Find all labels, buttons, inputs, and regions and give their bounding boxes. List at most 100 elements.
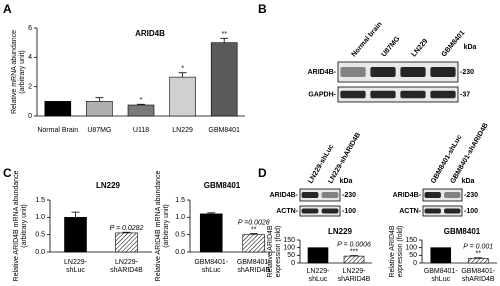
blot-band: [321, 192, 339, 198]
marker-label: -37: [460, 91, 470, 98]
lane-label: LN229: [411, 38, 430, 59]
marker-label: -230: [464, 192, 478, 199]
y-tick-label: 50: [409, 252, 417, 259]
panel-label: B: [258, 2, 267, 16]
y-tick-label: 0.5: [175, 232, 185, 239]
marker-label: -100: [342, 208, 356, 215]
y-axis-label: expression (fold): [275, 226, 282, 278]
row-label: GAPDH-: [308, 91, 336, 98]
annotation: **: [476, 251, 482, 258]
bar: [343, 255, 365, 264]
y-tick-label: 150: [283, 237, 295, 244]
row-label: ARID4B-: [393, 192, 422, 199]
x-tick-label: GBM8401-shLuc: [194, 259, 229, 274]
blot-frame: [337, 61, 459, 83]
bar: [169, 76, 196, 117]
row-label: ACTN-: [276, 208, 298, 215]
blot-frame: [337, 86, 459, 103]
annotation: *: [181, 66, 184, 73]
y-axis-label: Relative ARID4B: [389, 225, 396, 277]
lane-label: U87MG: [381, 35, 402, 58]
error-bar: [137, 103, 145, 105]
error-bar: [249, 233, 258, 235]
annotation: P = 0.0282: [110, 225, 144, 232]
x-tick-label: Normal Brain: [37, 127, 78, 134]
y-tick-label: 1.5: [175, 197, 185, 204]
y-tick-label: 0.0: [35, 249, 45, 256]
bar: [307, 247, 329, 264]
annotation: **: [251, 226, 257, 233]
chart-title: GBM8401: [444, 227, 481, 236]
x-tick-label: U87MG: [87, 127, 111, 134]
x-tick-label: LN229-shARID4B: [338, 268, 371, 283]
x-tick-label: U118: [133, 127, 149, 134]
y-tick-label: 100: [405, 245, 417, 252]
y-tick-label: 1.0: [175, 214, 185, 221]
error-bar: [474, 257, 483, 259]
y-tick-label: 100: [283, 245, 295, 252]
y-axis-label: Relative ARID4B mRNA abundance: [155, 170, 162, 281]
chart-title: ARID4B: [135, 29, 165, 38]
annotation: *: [140, 97, 143, 104]
y-tick-label: 4: [28, 54, 32, 61]
annotation: **: [221, 31, 227, 38]
lane-label: Normal brain: [351, 21, 384, 59]
blot-band: [430, 67, 456, 77]
annotation: P =0.0028: [238, 219, 270, 226]
x-tick-label: GBM8401-shARID4B: [461, 268, 496, 283]
bar: [199, 213, 223, 253]
bar: [210, 42, 238, 117]
y-axis-label: (arbitrary unit): [163, 204, 170, 248]
y-axis-label: Relative mRNA abundance: [11, 30, 18, 114]
x-tick-label: GBM8401-shLuc: [424, 268, 459, 283]
marker-label: -230: [460, 69, 474, 76]
annotation: P = 0.001: [463, 244, 493, 251]
blot-frame: [299, 205, 341, 217]
unit-label: kDa: [464, 44, 477, 51]
blot-band: [424, 192, 441, 198]
row-label: ARID4B-: [270, 192, 299, 199]
blot-band: [321, 208, 339, 214]
x-tick-label: LN229-shARID4B: [110, 259, 143, 274]
y-tick-label: 0: [413, 260, 417, 267]
error-bar: [95, 97, 104, 102]
blot-band: [444, 208, 461, 214]
chart-title: LN229: [328, 227, 353, 236]
unit-label: kDa: [462, 178, 475, 185]
x-tick-label: LN229: [172, 127, 193, 134]
x-tick-label: GBM8401-shARID4B: [237, 259, 272, 274]
panel-label: A: [3, 2, 12, 16]
panel-label: C: [3, 166, 12, 180]
panel-label: D: [258, 166, 267, 180]
error-bar: [178, 72, 187, 78]
bar: [44, 101, 72, 117]
y-axis-label: (arbitrary unit): [21, 204, 28, 248]
chart-title: LN229: [96, 181, 121, 190]
y-tick-label: 1.0: [35, 214, 45, 221]
y-tick-label: 2: [28, 84, 32, 91]
error-bar: [207, 212, 216, 214]
bar: [64, 217, 87, 253]
error-bar: [220, 37, 229, 43]
y-tick-label: 0: [28, 113, 32, 120]
y-tick-label: 0.5: [35, 232, 45, 239]
y-tick-label: 150: [405, 237, 417, 244]
blot-band: [400, 67, 426, 77]
bar: [430, 247, 452, 264]
bar: [127, 104, 155, 117]
bar: [242, 234, 266, 253]
bar: [467, 258, 489, 264]
blot-band: [430, 90, 456, 99]
y-tick-label: 0.0: [175, 249, 185, 256]
blot-band: [370, 90, 396, 99]
x-tick-label: LN229-shLuc: [64, 259, 88, 274]
bar: [115, 232, 138, 253]
blot-band: [340, 67, 366, 77]
x-tick-label: LN229-shLuc: [307, 268, 331, 283]
blot-band: [444, 192, 461, 198]
blot-band: [400, 90, 426, 99]
bar: [86, 101, 113, 117]
chart-title: GBM8401: [204, 181, 241, 190]
annotation: ***: [350, 248, 358, 255]
y-tick-label: 50: [287, 252, 295, 259]
